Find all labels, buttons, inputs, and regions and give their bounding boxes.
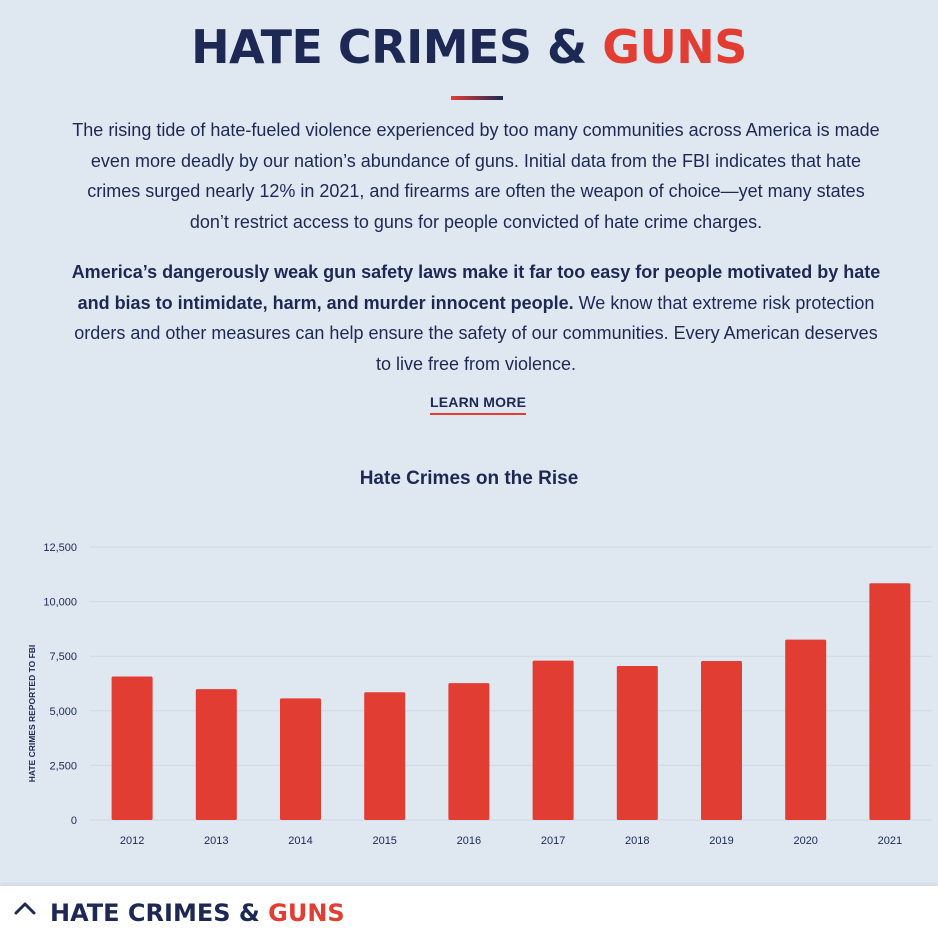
bar bbox=[785, 639, 827, 820]
chevron-up-icon[interactable] bbox=[14, 900, 36, 916]
bar bbox=[111, 676, 153, 820]
page-title: HATE CRIMES & GUNS bbox=[0, 18, 938, 76]
bar bbox=[869, 583, 911, 820]
sticky-title-accent: GUNS bbox=[268, 899, 345, 927]
bar bbox=[532, 660, 574, 820]
y-tick-label: 7,500 bbox=[49, 651, 77, 663]
page-title-main: HATE CRIMES & bbox=[191, 20, 587, 74]
y-tick-label: 10,000 bbox=[43, 597, 77, 609]
y-axis-label: HATE CRIMES REPORTED TO FBI bbox=[27, 645, 37, 783]
x-tick-label: 2013 bbox=[204, 835, 228, 847]
x-tick-label: 2016 bbox=[457, 835, 481, 847]
y-tick-label: 2,500 bbox=[49, 760, 77, 772]
bar bbox=[616, 666, 658, 820]
x-tick-label: 2020 bbox=[793, 835, 817, 847]
intro-paragraph-2: America’s dangerously weak gun safety la… bbox=[70, 257, 882, 379]
intro-paragraph-2-rest: We know that extreme risk protection ord… bbox=[74, 292, 878, 374]
intro-paragraph-2-bold: America’s dangerously weak gun safety la… bbox=[71, 262, 881, 313]
bar bbox=[280, 698, 321, 820]
x-tick-label: 2014 bbox=[288, 835, 312, 847]
x-tick-label: 2017 bbox=[541, 835, 565, 847]
y-tick-label: 5,000 bbox=[49, 706, 77, 718]
learn-more-link[interactable]: LEARN MORE bbox=[430, 394, 527, 415]
sticky-title-main: HATE CRIMES & bbox=[50, 899, 260, 927]
bar-chart: 0 2,500 5,000 7,500 10,000 12,500 HATE CRIMES … bbox=[27, 542, 932, 847]
y-tick-label: 12,500 bbox=[43, 542, 77, 554]
y-tick-label: 0 bbox=[71, 815, 77, 827]
x-tick-label: 2018 bbox=[625, 835, 649, 847]
title-divider bbox=[451, 96, 503, 100]
bar bbox=[448, 683, 490, 820]
sticky-section-bar[interactable]: HATE CRIMES & GUNS bbox=[0, 886, 938, 935]
sticky-section-title: HATE CRIMES & GUNS bbox=[50, 898, 345, 928]
chart-title: Hate Crimes on the Rise bbox=[359, 468, 579, 489]
bar bbox=[701, 661, 742, 820]
bar bbox=[364, 692, 406, 820]
x-tick-label: 2012 bbox=[120, 835, 144, 847]
x-tick-label: 2019 bbox=[709, 835, 733, 847]
x-tick-label: 2021 bbox=[878, 835, 902, 847]
intro-paragraph-1: The rising tide of hate-fueled violence … bbox=[72, 120, 880, 232]
bar bbox=[195, 689, 237, 820]
x-tick-label: 2015 bbox=[372, 835, 396, 847]
page-title-accent: GUNS bbox=[602, 20, 747, 74]
